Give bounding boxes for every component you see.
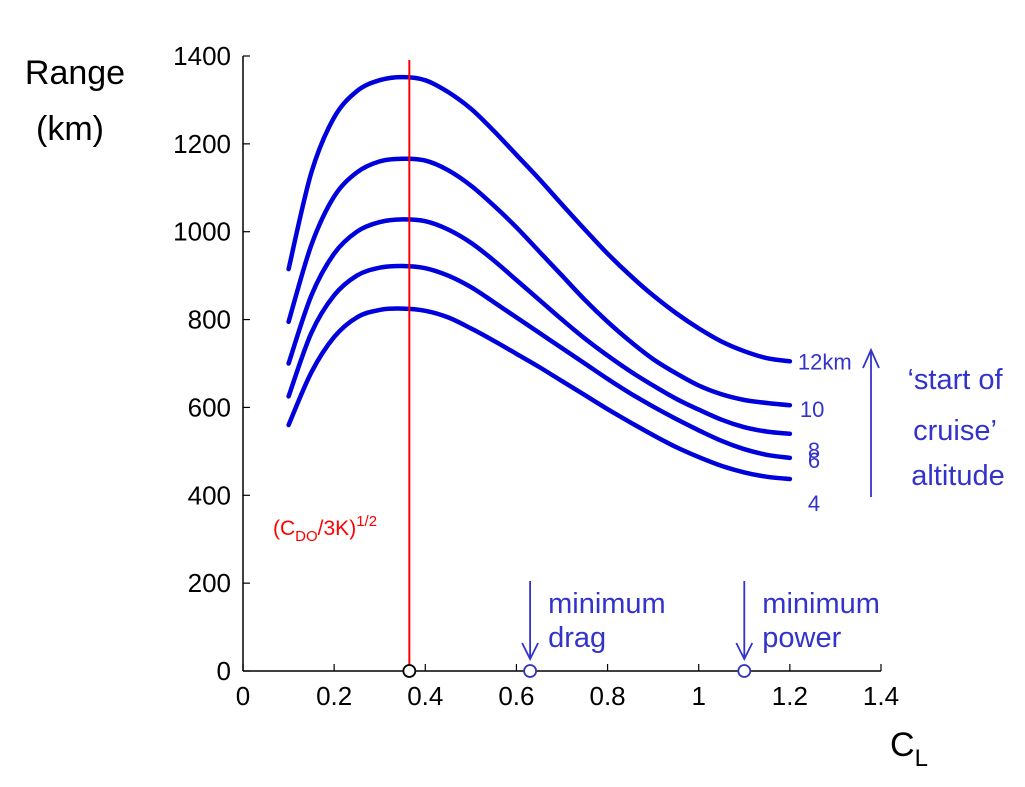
axis-marker-0 bbox=[402, 664, 417, 678]
axis-marker-1 bbox=[523, 664, 537, 678]
altitude-arrow-head bbox=[862, 347, 880, 369]
y-tick-label: 800 bbox=[188, 305, 231, 335]
altitude-note-line-1: cruise’ bbox=[913, 415, 997, 447]
series-line-10 bbox=[286, 156, 793, 408]
series-line-4 bbox=[286, 306, 793, 482]
series-label-12km: 12km bbox=[798, 349, 852, 374]
x-tick-label: 1.4 bbox=[863, 681, 899, 711]
axes bbox=[242, 56, 881, 672]
y-tick-label: 600 bbox=[188, 392, 231, 422]
vline-label-part-1: DO bbox=[295, 528, 318, 545]
ticks: 0 0.2 0.4 0.6 0.8 1 1.2 1.4 0 200 400 600 800 1000 120… bbox=[173, 41, 899, 711]
series-line-12km bbox=[286, 74, 793, 364]
x-axis-title: CL bbox=[890, 726, 928, 772]
vline-group: (CDO/3K)1/2 bbox=[273, 60, 411, 671]
x-tick-label: 0 bbox=[236, 681, 250, 711]
y-tick-label: 1000 bbox=[173, 217, 231, 247]
annotation-text-1-0: minimum bbox=[762, 588, 880, 620]
annotation-text-0-1: drag bbox=[548, 622, 606, 654]
x-axis-title-base: C bbox=[890, 726, 915, 764]
x-axis-title-sub: L bbox=[915, 745, 928, 772]
series-label-6: 6 bbox=[808, 448, 820, 473]
series-label-10: 10 bbox=[800, 397, 824, 422]
annotation-arrow-head-0 bbox=[521, 642, 539, 662]
y-tick-label: 200 bbox=[188, 568, 231, 598]
y-tick-label: 400 bbox=[188, 480, 231, 510]
series-group: 12km 10 86 4 bbox=[286, 74, 852, 516]
annotation-text-0-0: minimum bbox=[548, 588, 666, 620]
axis-marker-2 bbox=[737, 664, 752, 678]
x-tick-label: 1.2 bbox=[772, 681, 808, 711]
series-line-8 bbox=[286, 217, 793, 437]
series-label-8: 8 bbox=[808, 438, 820, 463]
x-tick-label: 1 bbox=[691, 681, 705, 711]
x-tick-label: 0.4 bbox=[407, 681, 443, 711]
vline-label-part-2: /3K) bbox=[318, 517, 357, 540]
annotation-arrow-head-1 bbox=[735, 642, 754, 662]
x-tick-label: 0.6 bbox=[498, 681, 534, 711]
y-axis-title-line2: (km) bbox=[36, 110, 104, 148]
series-label-4: 4 bbox=[808, 491, 820, 516]
y-tick-label: 1400 bbox=[173, 41, 231, 71]
x-tick-label: 0.2 bbox=[316, 681, 352, 711]
y-tick-label: 0 bbox=[217, 656, 231, 686]
y-tick-label: 1200 bbox=[173, 129, 231, 159]
annotation-text-1-1: power bbox=[762, 622, 841, 654]
y-axis-title-line1: Range bbox=[25, 54, 125, 92]
x-tick-label: 0.8 bbox=[589, 681, 625, 711]
altitude-note-line-2: altitude bbox=[911, 460, 1005, 492]
vline-label-part-0: (C bbox=[273, 517, 295, 540]
altitude-note-line-0: ‘start of bbox=[907, 364, 1003, 396]
series-line-6 bbox=[286, 263, 793, 461]
vline-label: (CDO/3K)1/2 bbox=[273, 513, 377, 545]
vline-label-part-3: 1/2 bbox=[356, 513, 377, 530]
